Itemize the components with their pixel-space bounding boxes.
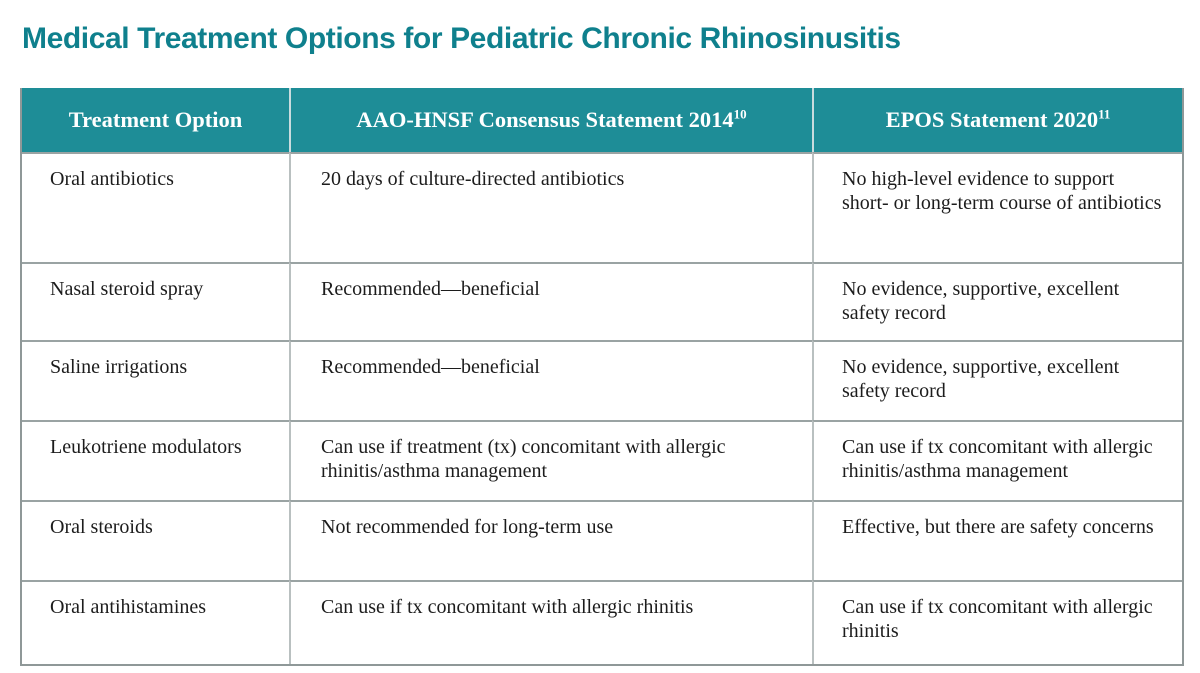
table-row: Oral antihistamines Can use if tx concom… (22, 580, 1182, 664)
table-row: Oral steroids Not recommended for long-t… (22, 500, 1182, 580)
cell-treatment-option: Oral antibiotics (22, 152, 289, 262)
column-header-label: Treatment Option (68, 107, 243, 132)
table-body: Oral antibiotics 20 days of culture-dire… (22, 152, 1182, 664)
column-header-reference-superscript: 10 (733, 106, 747, 122)
table-header-row: Treatment Option AAO-HNSF Consensus Stat… (22, 88, 1182, 152)
cell-treatment-option: Saline irrigations (22, 340, 289, 420)
cell-treatment-option: Oral antihistamines (22, 580, 289, 664)
column-header-epos-2020: EPOS Statement 202011 (812, 88, 1182, 152)
table-row: Oral antibiotics 20 days of culture-dire… (22, 152, 1182, 262)
column-header-aao-hnsf-2014: AAO-HNSF Consensus Statement 201410 (289, 88, 812, 152)
cell-epos-statement: No high-level evidence to support short-… (812, 152, 1182, 262)
cell-epos-statement: Effective, but there are safety concerns (812, 500, 1182, 580)
cell-epos-statement: Can use if tx concomitant with allergic … (812, 580, 1182, 664)
cell-aao-hnsf-statement: Not recommended for long-term use (289, 500, 812, 580)
cell-treatment-option: Nasal steroid spray (22, 262, 289, 340)
cell-epos-statement: No evidence, supportive, excellent safet… (812, 340, 1182, 420)
page-title: Medical Treatment Options for Pediatric … (22, 22, 901, 55)
cell-treatment-option: Leukotriene modulators (22, 420, 289, 500)
table-row: Nasal steroid spray Recommended—benefici… (22, 262, 1182, 340)
cell-aao-hnsf-statement: Can use if tx concomitant with allergic … (289, 580, 812, 664)
column-header-label: AAO-HNSF Consensus Statement 2014 (356, 107, 734, 132)
cell-aao-hnsf-statement: 20 days of culture-directed antibiotics (289, 152, 812, 262)
cell-treatment-option: Oral steroids (22, 500, 289, 580)
table-header: Treatment Option AAO-HNSF Consensus Stat… (22, 88, 1182, 152)
column-header-reference-superscript: 11 (1098, 106, 1111, 122)
column-header-treatment-option: Treatment Option (22, 88, 289, 152)
table-row: Saline irrigations Recommended—beneficia… (22, 340, 1182, 420)
table-row: Leukotriene modulators Can use if treatm… (22, 420, 1182, 500)
cell-aao-hnsf-statement: Recommended—beneficial (289, 340, 812, 420)
treatment-options-table: Treatment Option AAO-HNSF Consensus Stat… (20, 88, 1184, 666)
cell-aao-hnsf-statement: Recommended—beneficial (289, 262, 812, 340)
cell-epos-statement: No evidence, supportive, excellent safet… (812, 262, 1182, 340)
cell-epos-statement: Can use if tx concomitant with allergic … (812, 420, 1182, 500)
cell-aao-hnsf-statement: Can use if treatment (tx) concomitant wi… (289, 420, 812, 500)
column-header-label: EPOS Statement 2020 (885, 107, 1099, 132)
